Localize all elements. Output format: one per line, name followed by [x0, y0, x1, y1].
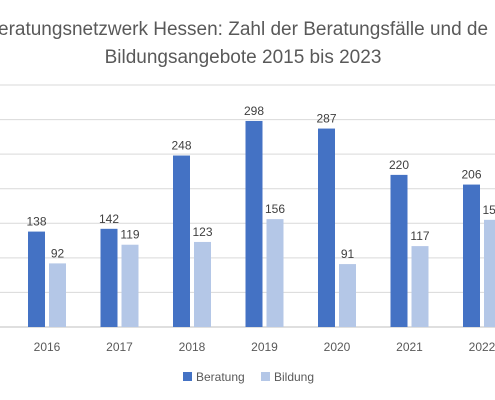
legend-swatch-bildung — [261, 372, 270, 381]
data-label-beratung-2017: 142 — [99, 212, 119, 226]
data-label-bildung-2022: 155 — [482, 203, 495, 217]
legend-swatch-beratung — [183, 372, 192, 381]
legend-label-beratung: Beratung — [196, 370, 245, 384]
legend-label-bildung: Bildung — [274, 370, 314, 384]
bars — [28, 120, 495, 327]
bar-bildung-2021 — [411, 246, 429, 327]
data-label-bildung-2021: 117 — [410, 229, 429, 243]
bar-beratung-2021 — [390, 174, 408, 327]
x-tick-label-2018: 2018 — [179, 340, 206, 354]
bar-beratung-2016 — [28, 231, 45, 327]
data-label-beratung-2020: 287 — [316, 112, 336, 126]
bar-beratung-2017 — [100, 228, 118, 327]
x-tick-label-2022: 2022 — [469, 340, 495, 354]
data-label-beratung-2019: 298 — [244, 104, 264, 118]
data-label-beratung-2016: 138 — [26, 215, 46, 229]
data-label-beratung-2021: 220 — [389, 158, 409, 172]
data-label-beratung-2022: 206 — [461, 168, 481, 182]
x-tick-label-2016: 2016 — [34, 340, 61, 354]
x-tick-label-2017: 2017 — [106, 340, 133, 354]
bar-bildung-2022 — [484, 219, 495, 327]
bar-beratung-2018 — [173, 155, 190, 327]
data-label-bildung-2016: 92 — [51, 246, 65, 260]
legend: Beratung Bildung — [183, 370, 314, 384]
bar-beratung-2022 — [463, 184, 480, 327]
data-label-bildung-2019: 156 — [265, 202, 285, 216]
bar-bildung-2020 — [339, 264, 356, 327]
data-label-bildung-2017: 119 — [120, 228, 139, 242]
data-label-beratung-2018: 248 — [171, 139, 191, 153]
data-label-bildung-2018: 123 — [192, 225, 212, 239]
x-axis-ticks: 2016 2017 2018 2019 2020 2021 2022 — [34, 340, 495, 354]
bar-bildung-2017 — [121, 244, 139, 327]
x-tick-label-2021: 2021 — [396, 340, 423, 354]
x-tick-label-2020: 2020 — [324, 340, 351, 354]
x-tick-label-2019: 2019 — [251, 340, 278, 354]
bar-beratung-2019 — [245, 120, 263, 327]
bar-bildung-2018 — [194, 241, 211, 327]
bar-beratung-2020 — [318, 128, 335, 327]
data-label-bildung-2020: 91 — [341, 247, 355, 261]
bar-bildung-2019 — [266, 219, 284, 327]
chart-title: eratungsnetzwerk Hessen: Zahl der Beratu… — [0, 19, 488, 68]
chart-title-line-1: eratungsnetzwerk Hessen: Zahl der Beratu… — [0, 19, 488, 40]
bar-bildung-2016 — [49, 263, 66, 327]
chart-title-line-2: Bildungsangebote 2015 bis 2023 — [105, 47, 382, 68]
